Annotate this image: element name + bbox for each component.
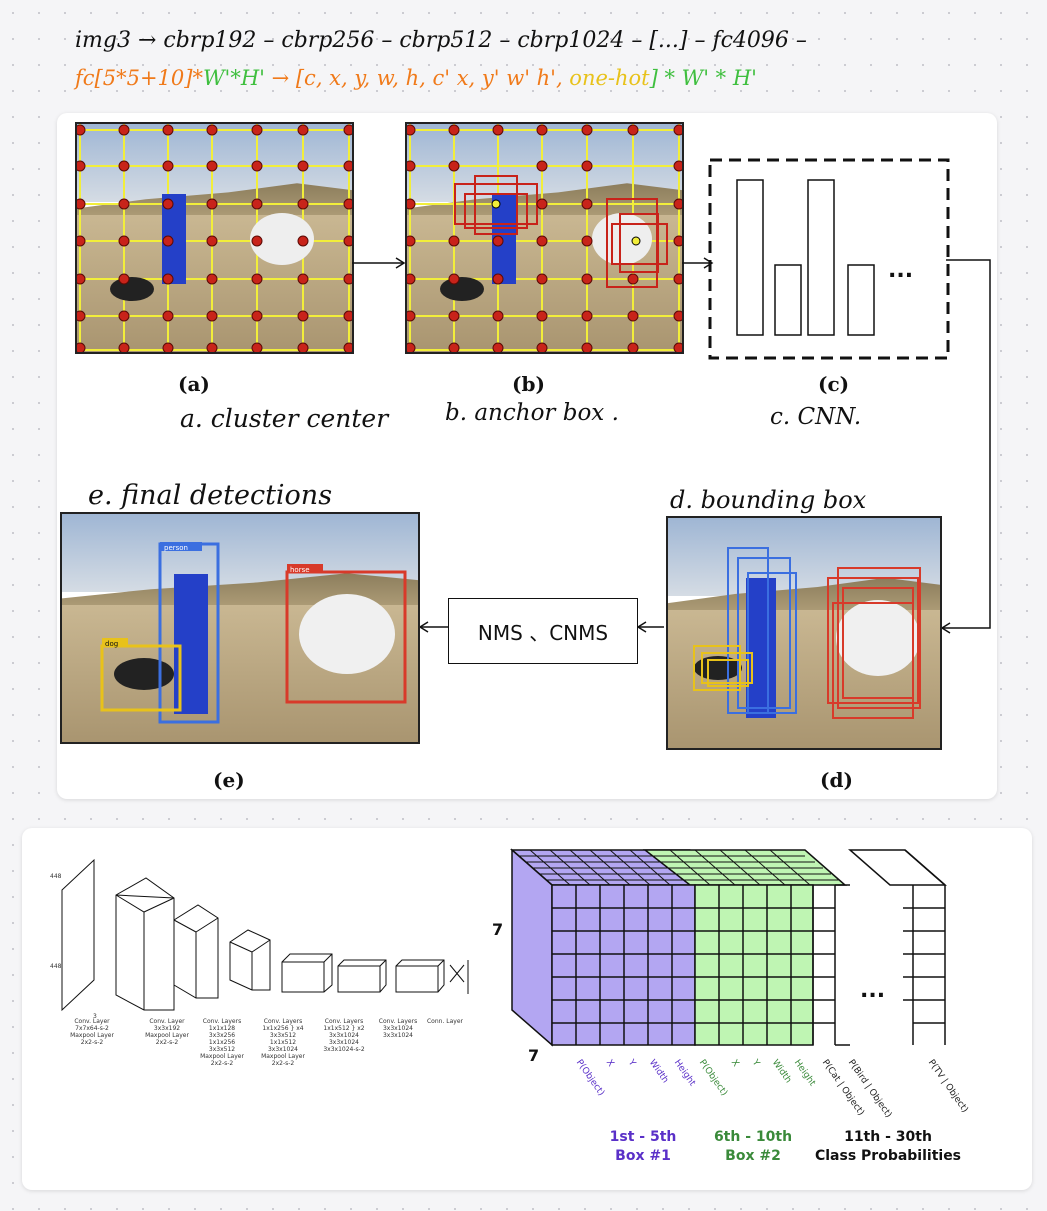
bbox-dog-3 [707,659,749,687]
grid-overlay-b [407,124,682,352]
caption-b: (b) [512,372,545,396]
person-figure [746,578,776,718]
cube-dim-7-bottom: 7 [528,1046,540,1065]
nms-box: NMS 、CNMS [448,598,638,664]
bbox-horse-1 [837,567,921,709]
bbox-dog-1 [693,645,741,691]
legend-class-probs: 11th - 30th Class Probabilities [808,1128,968,1166]
layer-desc-5: Conv. Layers 1x1x512 } x2 3x3x1024 3x3x1… [323,1018,365,1053]
grid-overlay-a [77,124,352,352]
legend-box1-range: 1st - 5th [609,1129,677,1145]
nms-label: NMS 、CNMS [477,620,609,645]
horse-figure [250,213,314,265]
legend-class-title: Class Probabilities [814,1148,962,1164]
cnn-bar-2 [774,264,802,336]
detection-dog-label: dog [105,640,118,648]
header-line-2-end: ] * W' * H' [649,66,757,90]
layer-desc-4: Conv. Layers 1x1x256 } x4 3x3x512 1x1x51… [261,1018,305,1067]
dog-figure [694,656,742,680]
header-line-1: img3 → cbrp192 – cbrp256 – cbrp512 – cbr… [75,28,807,53]
header-line-2-onehot: one-hot [569,66,650,90]
legend-box2: 6th - 10th Box #2 [708,1128,798,1166]
note-cluster-center: a. cluster center [180,404,389,433]
layer-desc-3: Conv. Layers 1x1x128 3x3x256 1x1x256 3x3… [200,1018,244,1067]
yolo-network-diagram: 448 448 3 [50,858,469,1020]
layer-desc-1: Conv. Layer 7x7x64-s-2 Maxpool Layer 2x2… [70,1018,114,1046]
photo-final-detections: person horse dog [60,512,420,744]
dim-448-a: 448 [50,873,62,880]
bbox-person-3 [747,572,797,714]
legend-box1-title: Box #1 [615,1148,671,1164]
box2-front-face [694,884,814,1046]
caption-a: (a) [178,372,210,396]
detection-dog [100,644,182,712]
note-cnn: c. CNN. [770,404,862,430]
cnn-bar-3 [807,179,835,336]
note-final-detections: e. final detections [88,480,333,511]
detection-person-label: person [164,544,188,552]
anchor-box-horse-3 [619,213,659,273]
dim-3: 3 [93,1013,97,1020]
cnn-bar-4 [847,264,875,336]
bbox-horse-4 [832,602,914,719]
note-bounding-box: d. bounding box [670,486,867,514]
legend-box1: 1st - 5th Box #1 [598,1128,688,1166]
anchor-box-horse-2 [611,223,668,265]
horse-figure [836,600,920,676]
photo-anchor-box [405,122,684,354]
caption-e: (e) [213,768,245,792]
cnn-diagram [708,158,950,360]
bbox-person-2 [737,557,791,709]
header-line-2-fc: fc[5*5+10]* [75,66,203,90]
photo-bounding-box [666,516,942,750]
caption-d: (d) [820,768,853,792]
cube-ellipsis: ... [860,978,886,1003]
header-line-2-vector: → [c, x, y, w, h, c' x, y' w' h', [264,66,570,90]
legend-box2-range: 6th - 10th [713,1129,793,1145]
legend-box2-title: Box #2 [725,1148,781,1164]
bbox-horse-2 [827,577,919,704]
layer-desc-2: Conv. Layer 3x3x192 Maxpool Layer 2x2-s-… [145,1018,189,1046]
detection-horse [285,570,407,704]
note-anchor-box: b. anchor box . [445,400,619,426]
header-line-2: fc[5*5+10]*W'*H' → [c, x, y, w, h, c' x,… [75,66,757,90]
dim-448-b: 448 [50,963,62,970]
cnn-bar-1 [736,179,764,336]
dog-figure [114,658,174,690]
cnn-ellipsis: ... [888,258,914,283]
output-tensor-cube [510,848,947,1047]
photo-cluster-center [75,122,354,354]
caption-c: (c) [818,372,850,396]
bbox-dog-2 [701,652,753,684]
header-line-2-wh: W'*H' [202,66,265,90]
layer-desc-6: Conv. Layers 3x3x1024 3x3x1024 [378,1018,418,1039]
horse-figure [299,594,395,674]
legend-class-range: 11th - 30th [844,1129,932,1145]
anchor-box-person-3 [464,193,528,229]
detection-horse-label: horse [290,566,310,574]
layer-desc-7: Conn. Layer [426,1018,463,1025]
anchor-box-person-2 [474,175,518,235]
pipeline-arrows [352,257,991,634]
cube-dim-7-left: 7 [492,920,504,939]
